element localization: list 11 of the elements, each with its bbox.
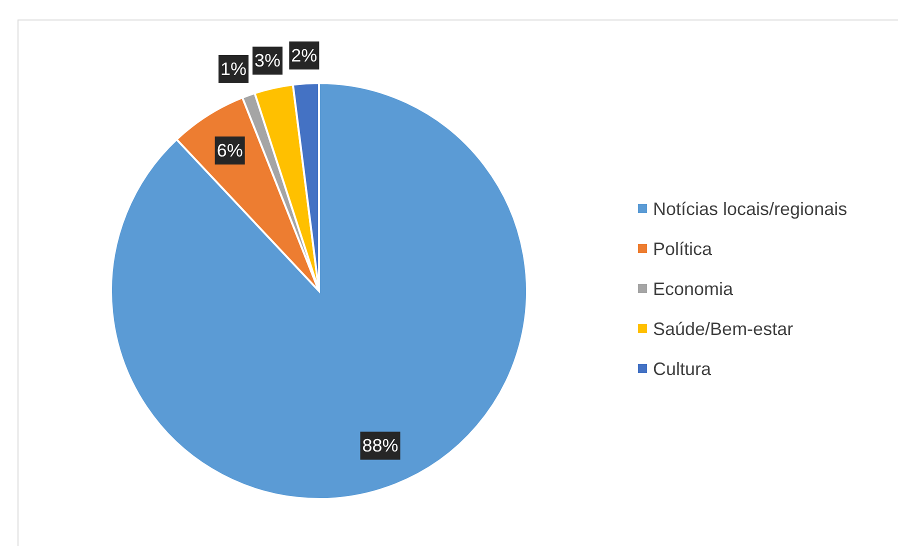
legend-label: Cultura bbox=[653, 359, 712, 379]
legend-label: Política bbox=[653, 239, 714, 259]
legend-label: Saúde/Bem-estar bbox=[653, 319, 794, 339]
data-label: 88% bbox=[362, 436, 398, 456]
data-label: 1% bbox=[220, 58, 247, 79]
data-label: 6% bbox=[216, 140, 243, 161]
data-label: 3% bbox=[254, 50, 281, 71]
pie-slice bbox=[110, 82, 528, 500]
data-label: 2% bbox=[291, 45, 318, 66]
legend-label: Notícias locais/regionais bbox=[653, 199, 848, 219]
legend-label: Economia bbox=[653, 279, 734, 299]
